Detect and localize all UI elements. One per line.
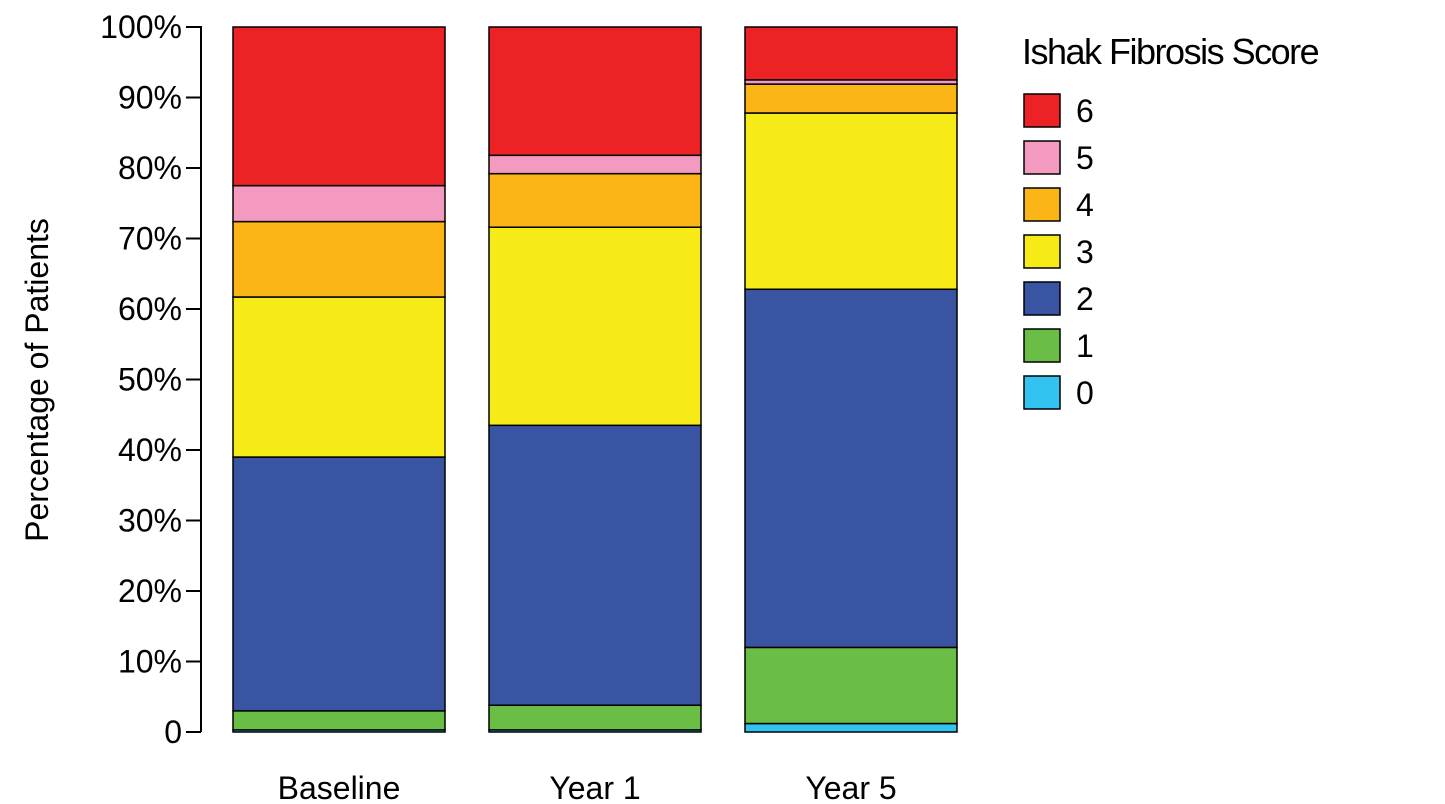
x-category-label: Year 5	[805, 770, 896, 804]
bar-segment	[232, 456, 446, 712]
bar-segment	[744, 112, 958, 291]
bar-stack	[744, 26, 958, 733]
legend-label: 4	[1076, 187, 1094, 223]
legend-label: 1	[1076, 328, 1094, 364]
y-tick-label: 10%	[118, 644, 182, 680]
bar-segment	[744, 26, 958, 81]
x-category-label: Year 1	[549, 770, 640, 804]
y-tick-label: 50%	[118, 362, 182, 398]
bar-segment	[488, 704, 702, 731]
legend-swatch	[1023, 328, 1061, 363]
bar-segment	[488, 172, 702, 228]
bar-segment	[488, 424, 702, 706]
y-tick-label: 100%	[100, 9, 182, 45]
bar-segment	[744, 288, 958, 649]
bar-segment	[232, 220, 446, 298]
y-axis-title: Percentage of Patients	[19, 218, 55, 542]
bars-layer	[232, 26, 958, 733]
bar-segment	[232, 26, 446, 187]
x-category-label: Baseline	[278, 770, 401, 804]
bar-segment	[232, 296, 446, 458]
bar-segment	[744, 83, 958, 114]
legend-label: 6	[1076, 93, 1094, 129]
bar-segment	[488, 154, 702, 175]
bar-stack	[488, 26, 702, 733]
legend-swatch	[1023, 234, 1061, 269]
bar-stack	[232, 26, 446, 733]
legend-swatch	[1023, 93, 1061, 128]
y-tick-label: 60%	[118, 291, 182, 327]
bar-segment	[744, 646, 958, 725]
y-tick-label: 0	[164, 714, 182, 750]
y-ticks: 0 10% 20% 30% 40% 50% 60% 70% 80% 90% 100%	[100, 9, 201, 750]
y-tick-label: 40%	[118, 432, 182, 468]
legend-swatch	[1023, 140, 1061, 175]
y-tick-label: 20%	[118, 573, 182, 609]
legend-swatch	[1023, 281, 1061, 316]
bar-segment	[232, 184, 446, 223]
legend-title: Ishak Fibrosis Score	[1022, 31, 1319, 72]
bar-segment	[488, 26, 702, 157]
legend: Ishak Fibrosis Score 6 5 4 3 2 1 0	[1022, 31, 1320, 411]
bar-segment	[744, 722, 958, 733]
x-category-labels: Baseline Year 1 Year 5	[278, 770, 897, 804]
legend-label: 0	[1076, 375, 1094, 411]
y-tick-label: 80%	[118, 150, 182, 186]
legend-label: 3	[1076, 234, 1094, 270]
legend-label: 5	[1076, 140, 1094, 176]
y-tick-label: 30%	[118, 503, 182, 539]
bar-segment	[488, 226, 702, 427]
legend-swatch	[1023, 187, 1061, 222]
y-tick-label: 90%	[118, 80, 182, 116]
legend-label: 2	[1076, 281, 1094, 317]
y-tick-label: 70%	[118, 221, 182, 257]
legend-swatch	[1023, 375, 1061, 410]
bar-segment	[232, 710, 446, 731]
